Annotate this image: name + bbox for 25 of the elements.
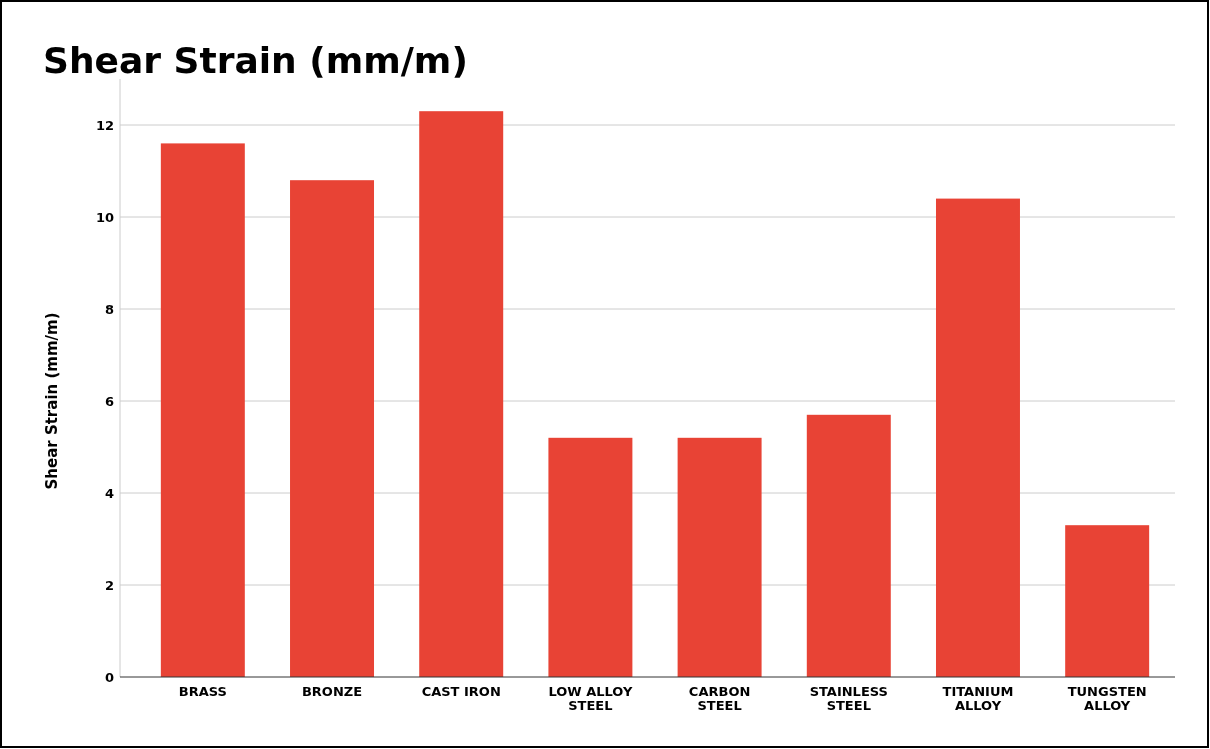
x-tick-label: LOW ALLOY STEEL bbox=[548, 684, 633, 713]
y-tick-label: 10 bbox=[95, 209, 114, 225]
y-tick-label: 12 bbox=[95, 117, 114, 133]
bar bbox=[548, 437, 633, 677]
bar bbox=[1065, 525, 1150, 677]
y-axis-title: Shear Strain (mm/m) bbox=[43, 312, 61, 490]
x-tick-label: BRASS bbox=[178, 684, 227, 699]
x-tick-label: CAST IRON bbox=[421, 684, 501, 699]
bar bbox=[160, 143, 245, 677]
x-tick-label: TITANIUM ALLOY bbox=[942, 684, 1014, 713]
y-tick-label: 2 bbox=[104, 577, 114, 593]
x-tick-label: CARBON STEEL bbox=[688, 684, 751, 713]
bar bbox=[419, 111, 504, 677]
x-tick-label: BRONZE bbox=[301, 684, 363, 699]
x-tick-label: STAINLESS STEEL bbox=[809, 684, 888, 713]
x-tick-label: TUNGSTEN ALLOY bbox=[1067, 684, 1147, 713]
bar bbox=[935, 198, 1020, 677]
bar bbox=[677, 437, 762, 677]
bar bbox=[806, 414, 891, 677]
bar bbox=[290, 180, 375, 677]
y-tick-label: 0 bbox=[104, 669, 114, 685]
y-tick-label: 4 bbox=[104, 485, 114, 501]
y-tick-label: 8 bbox=[104, 301, 114, 317]
y-tick-label: 6 bbox=[104, 393, 114, 409]
chart-title: Shear Strain (mm/m) bbox=[43, 40, 468, 81]
